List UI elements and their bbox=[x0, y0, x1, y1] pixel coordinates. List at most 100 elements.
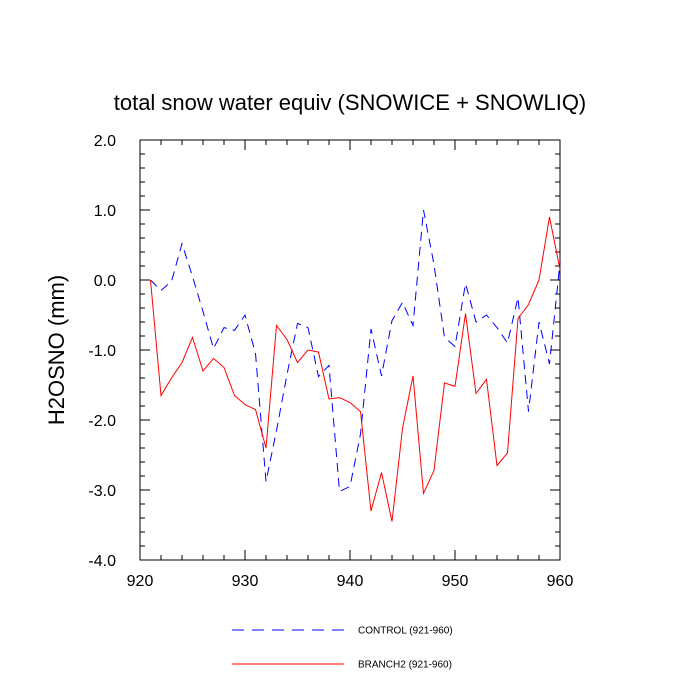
branch2-data-point bbox=[181, 362, 182, 363]
branch2-data-point bbox=[286, 339, 287, 340]
control-data-point bbox=[223, 327, 224, 328]
y-tick-label: -2.0 bbox=[88, 413, 116, 430]
plot-frame bbox=[139, 139, 561, 561]
control-data-point bbox=[255, 353, 256, 354]
control-data-point bbox=[171, 281, 172, 282]
branch2-data-point bbox=[244, 404, 245, 405]
branch2-data-point bbox=[223, 367, 224, 368]
control-data-point bbox=[213, 348, 214, 349]
branch2-data-point bbox=[444, 382, 445, 383]
series-lines bbox=[150, 209, 561, 522]
control-data-point bbox=[286, 374, 287, 375]
branch2-data-point bbox=[559, 269, 560, 270]
control-data-point bbox=[349, 486, 350, 487]
control-data-point bbox=[475, 321, 476, 322]
branch2-data-point bbox=[423, 493, 424, 494]
control-data-point bbox=[265, 481, 266, 482]
branch2-data-point bbox=[192, 337, 193, 338]
control-data-point bbox=[202, 311, 203, 312]
branch2-data-point bbox=[150, 279, 151, 280]
control-data-point bbox=[433, 264, 434, 265]
control-data-point bbox=[181, 243, 182, 244]
control-data-point bbox=[360, 433, 361, 434]
branch2-data-point bbox=[528, 304, 529, 305]
branch2-data-point bbox=[349, 402, 350, 403]
branch2-data-point bbox=[160, 395, 161, 396]
control-data-point bbox=[507, 342, 508, 343]
control-data-point bbox=[381, 375, 382, 376]
control-data-point bbox=[244, 314, 245, 315]
control-data-point bbox=[370, 328, 371, 329]
control-data-point bbox=[307, 327, 308, 328]
control-series-line bbox=[150, 209, 561, 493]
control-data-point bbox=[391, 320, 392, 321]
control-data-point bbox=[192, 276, 193, 277]
branch2-data-point bbox=[486, 379, 487, 380]
axis-tick-labels: 920 930 940 950 960 -4.0 -3.0 -2.0 -1.0 0.0 1.0 2.0 bbox=[88, 133, 573, 590]
branch2-series-line bbox=[150, 216, 561, 522]
control-data-point bbox=[444, 337, 445, 338]
y-tick-label: -4.0 bbox=[88, 553, 116, 570]
control-data-point bbox=[297, 323, 298, 324]
branch2-data-point bbox=[381, 472, 382, 473]
control-data-point bbox=[234, 330, 235, 331]
branch2-data-point bbox=[433, 470, 434, 471]
x-tick-label: 950 bbox=[442, 573, 469, 590]
branch2-data-point bbox=[276, 325, 277, 326]
branch2-data-point bbox=[454, 386, 455, 387]
branch2-data-point bbox=[265, 447, 266, 448]
control-data-point bbox=[423, 209, 424, 210]
branch2-data-point bbox=[307, 349, 308, 350]
branch2-data-point bbox=[370, 510, 371, 511]
branch2-data-point bbox=[538, 279, 539, 280]
control-data-point bbox=[538, 321, 539, 322]
control-data-point bbox=[486, 314, 487, 315]
legend-control-label: CONTROL (921-960) bbox=[358, 626, 453, 637]
control-data-point bbox=[328, 365, 329, 366]
branch2-data-point bbox=[213, 358, 214, 359]
branch2-data-point bbox=[171, 377, 172, 378]
axis-ticks bbox=[139, 139, 561, 561]
y-axis-label: H2OSNO (mm) bbox=[44, 275, 69, 425]
branch2-data-point bbox=[255, 409, 256, 410]
branch2-data-point bbox=[360, 411, 361, 412]
branch2-data-point bbox=[475, 393, 476, 394]
control-data-point bbox=[402, 302, 403, 303]
control-data-point bbox=[160, 290, 161, 291]
branch2-data-point bbox=[465, 313, 466, 314]
legend: CONTROL (921-960) BRANCH2 (921-960) bbox=[232, 626, 453, 671]
x-tick-label: 930 bbox=[232, 573, 259, 590]
branch2-data-point bbox=[496, 465, 497, 466]
branch2-data-point bbox=[412, 375, 413, 376]
y-tick-label: 2.0 bbox=[94, 133, 116, 150]
branch2-data-point bbox=[402, 428, 403, 429]
branch2-data-point bbox=[507, 452, 508, 453]
x-tick-label: 940 bbox=[337, 573, 364, 590]
legend-branch2-label: BRANCH2 (921-960) bbox=[358, 660, 452, 671]
branch2-data-point bbox=[549, 216, 550, 217]
branch2-data-point bbox=[202, 370, 203, 371]
branch2-data-point bbox=[234, 395, 235, 396]
control-data-point bbox=[559, 262, 560, 263]
chart-title: total snow water equiv (SNOWICE + SNOWLI… bbox=[114, 90, 587, 115]
control-data-point bbox=[549, 363, 550, 364]
branch2-data-point bbox=[328, 398, 329, 399]
branch2-data-point bbox=[517, 318, 518, 319]
branch2-data-point bbox=[391, 521, 392, 522]
control-data-point bbox=[339, 491, 340, 492]
x-tick-label: 920 bbox=[127, 573, 154, 590]
control-data-point bbox=[454, 346, 455, 347]
control-data-point bbox=[496, 327, 497, 328]
control-data-point bbox=[528, 411, 529, 412]
control-data-point bbox=[412, 325, 413, 326]
control-data-point bbox=[318, 376, 319, 377]
y-tick-label: -1.0 bbox=[88, 343, 116, 360]
control-data-point bbox=[276, 430, 277, 431]
y-tick-label: -3.0 bbox=[88, 483, 116, 500]
x-tick-label: 960 bbox=[547, 573, 574, 590]
branch2-data-point bbox=[318, 352, 319, 353]
y-tick-label: 0.0 bbox=[94, 273, 116, 290]
branch2-data-point bbox=[339, 397, 340, 398]
branch2-data-point bbox=[297, 362, 298, 363]
